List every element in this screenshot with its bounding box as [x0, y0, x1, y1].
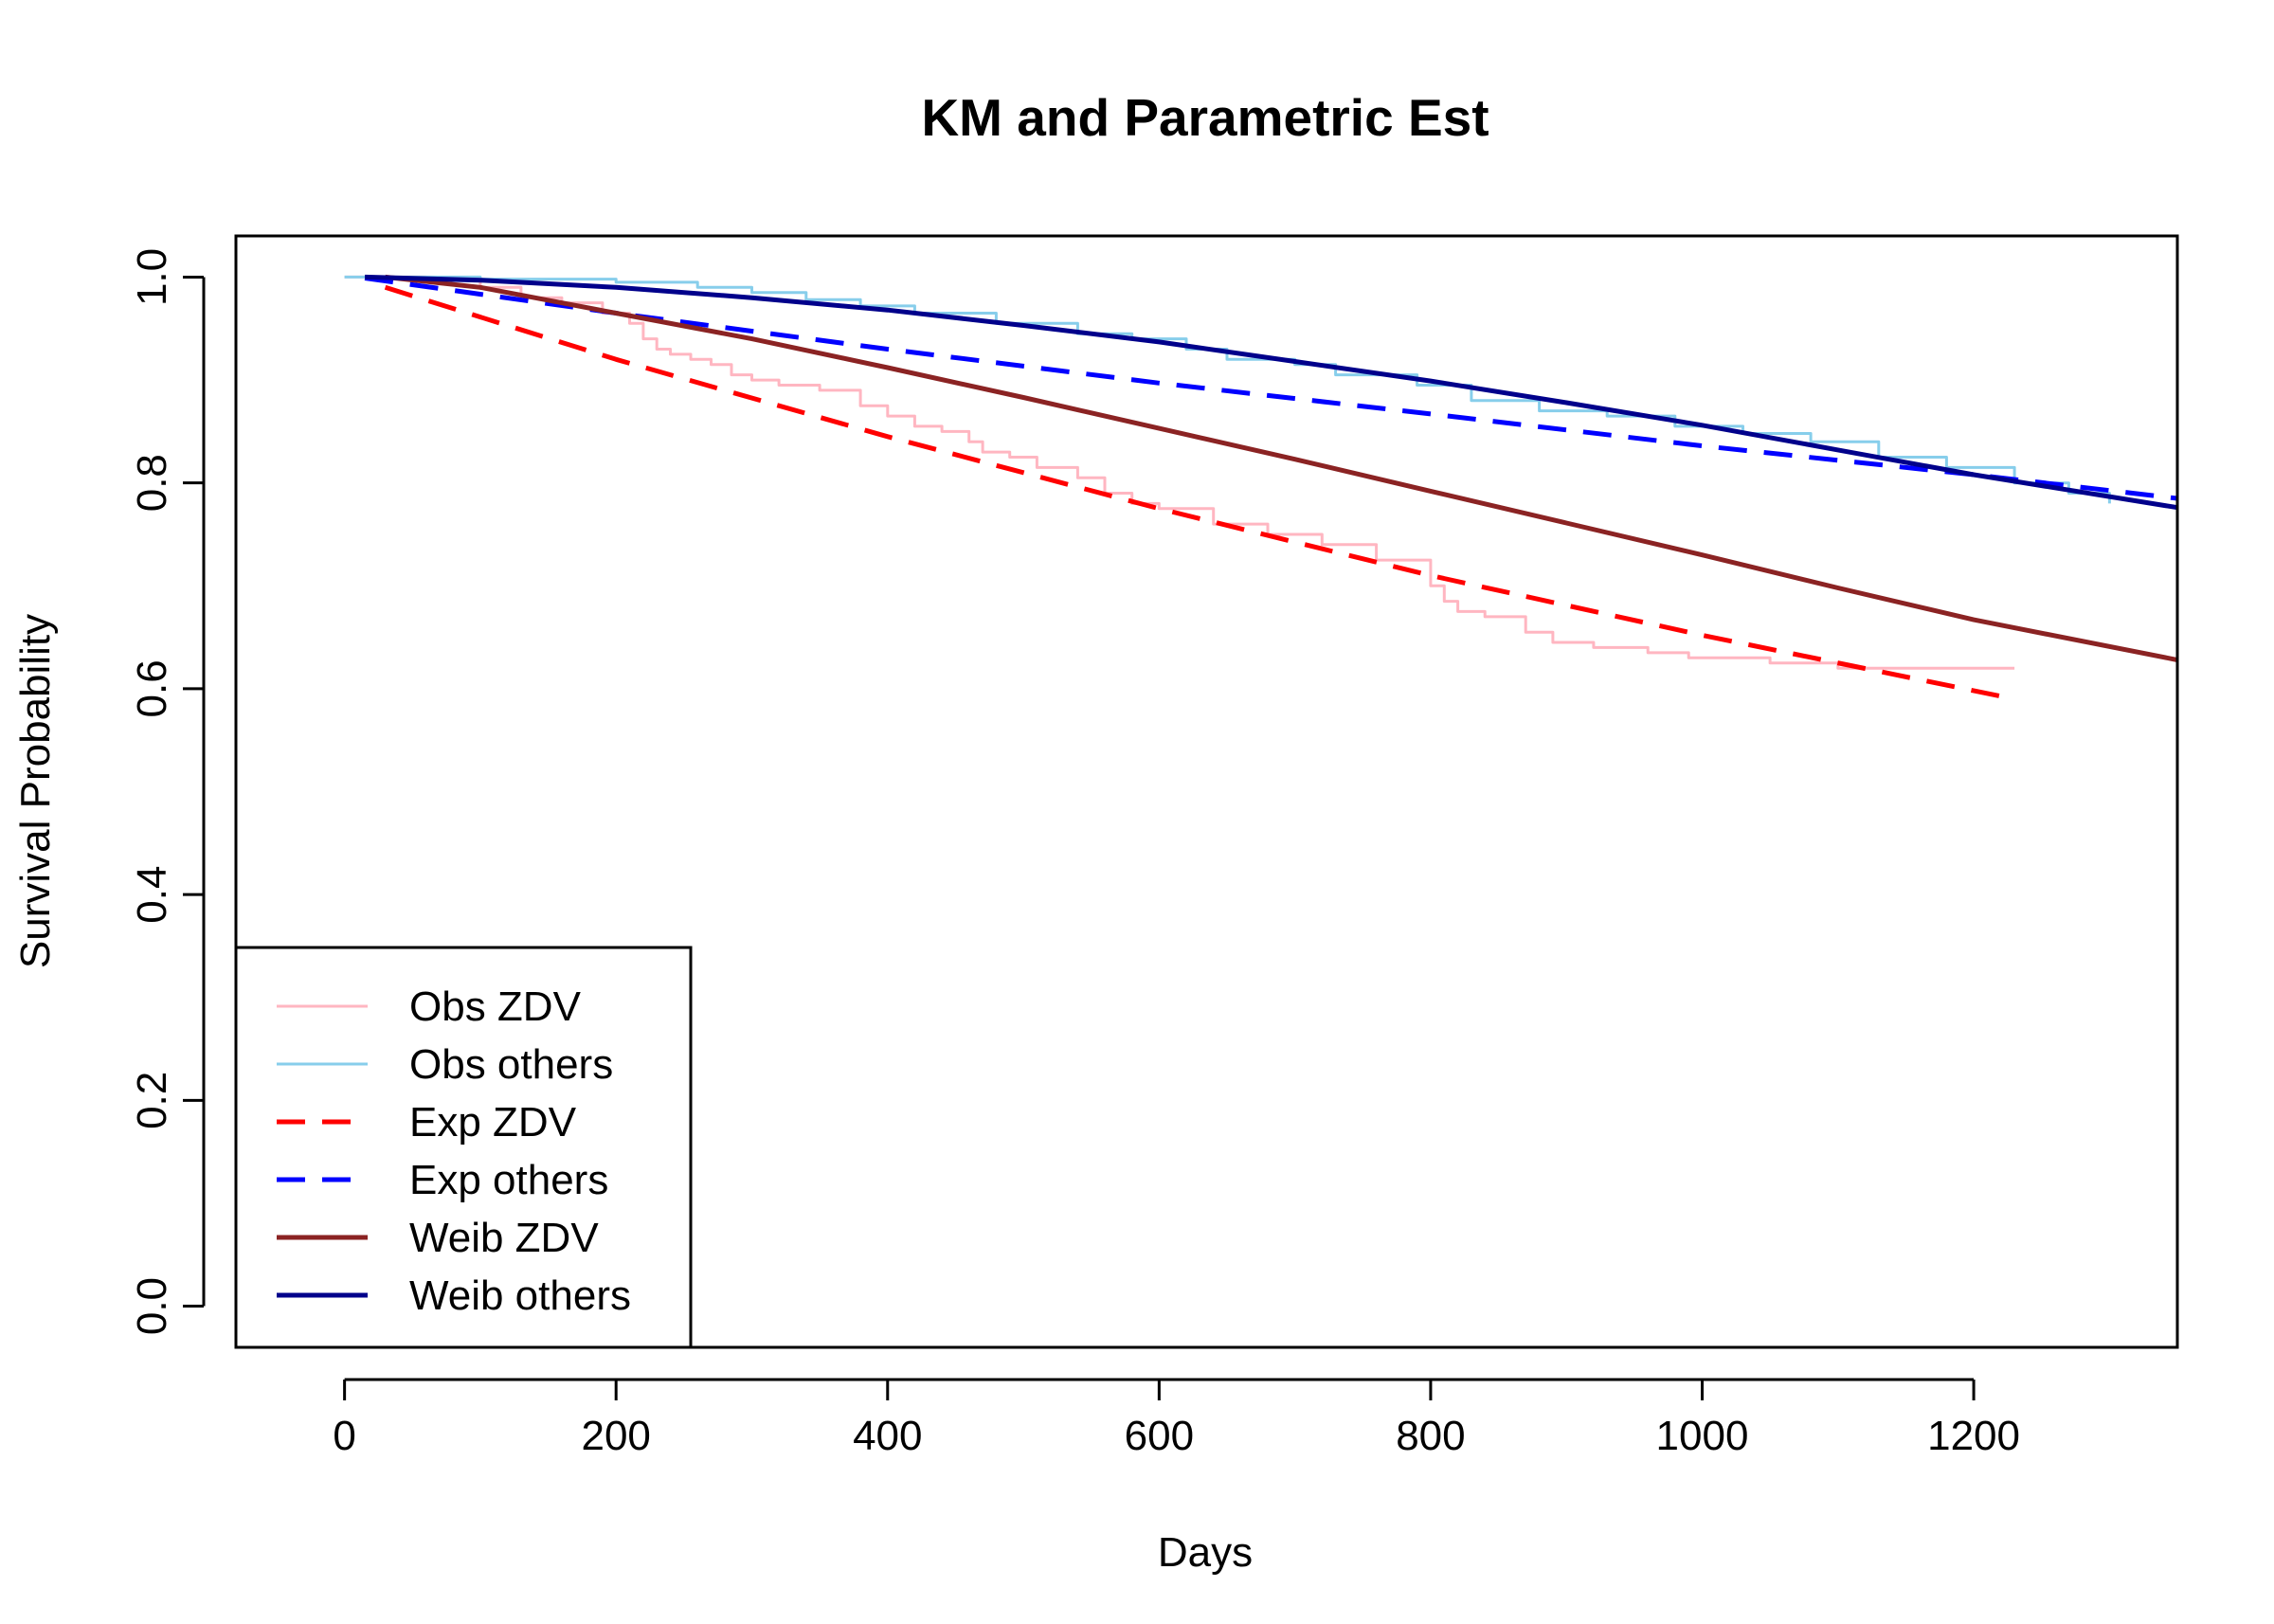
legend-label: Exp ZDV: [409, 1099, 577, 1146]
legend-label: Exp others: [409, 1157, 608, 1203]
series-line-weib-others: [365, 274, 2177, 511]
y-axis: 0.0 0.2 0.4 0.6 0.8 1.0: [129, 248, 206, 1335]
series-group: [344, 274, 2177, 702]
x-tick-label: 800: [1396, 1413, 1465, 1459]
x-axis-label: Days: [1158, 1529, 1253, 1576]
x-axis: 0 200 400 600 800 1000 1200: [333, 1378, 2020, 1459]
legend-label: Weib others: [409, 1272, 631, 1319]
series-line-obs-zdv: [344, 275, 2015, 670]
plot-frame: [234, 234, 2179, 1349]
x-tick-label: 200: [581, 1413, 650, 1459]
legend: Obs ZDV Obs others Exp ZDV Exp others Weib Z…: [234, 946, 693, 1349]
x-tick-label: 1200: [1927, 1413, 2020, 1459]
x-tick-label: 0: [333, 1413, 355, 1459]
y-tick-label: 0.8: [129, 454, 175, 512]
legend-box: [234, 946, 693, 1349]
y-tick-label: 1.0: [129, 248, 175, 306]
series-line-exp-zdv: [384, 284, 2015, 702]
plot-region: [234, 234, 2179, 1349]
x-tick-label: 400: [853, 1413, 922, 1459]
y-axis-label: Survival Probability: [12, 614, 59, 968]
y-tick-label: 0.2: [129, 1072, 175, 1129]
y-tick-label: 0.0: [129, 1277, 175, 1335]
y-tick-label: 0.6: [129, 659, 175, 717]
series-line-exp-others: [364, 276, 2177, 501]
series-line-weib-zdv: [385, 274, 2177, 662]
x-tick-label: 1000: [1656, 1413, 1749, 1459]
legend-label: Obs others: [409, 1041, 613, 1088]
chart-title: KM and Parametric Est: [921, 88, 1489, 147]
legend-label: Weib ZDV: [409, 1215, 599, 1261]
x-tick-label: 600: [1125, 1413, 1194, 1459]
legend-label: Obs ZDV: [409, 983, 582, 1030]
series-line-obs-others: [344, 275, 2111, 504]
y-tick-label: 0.4: [129, 866, 175, 924]
